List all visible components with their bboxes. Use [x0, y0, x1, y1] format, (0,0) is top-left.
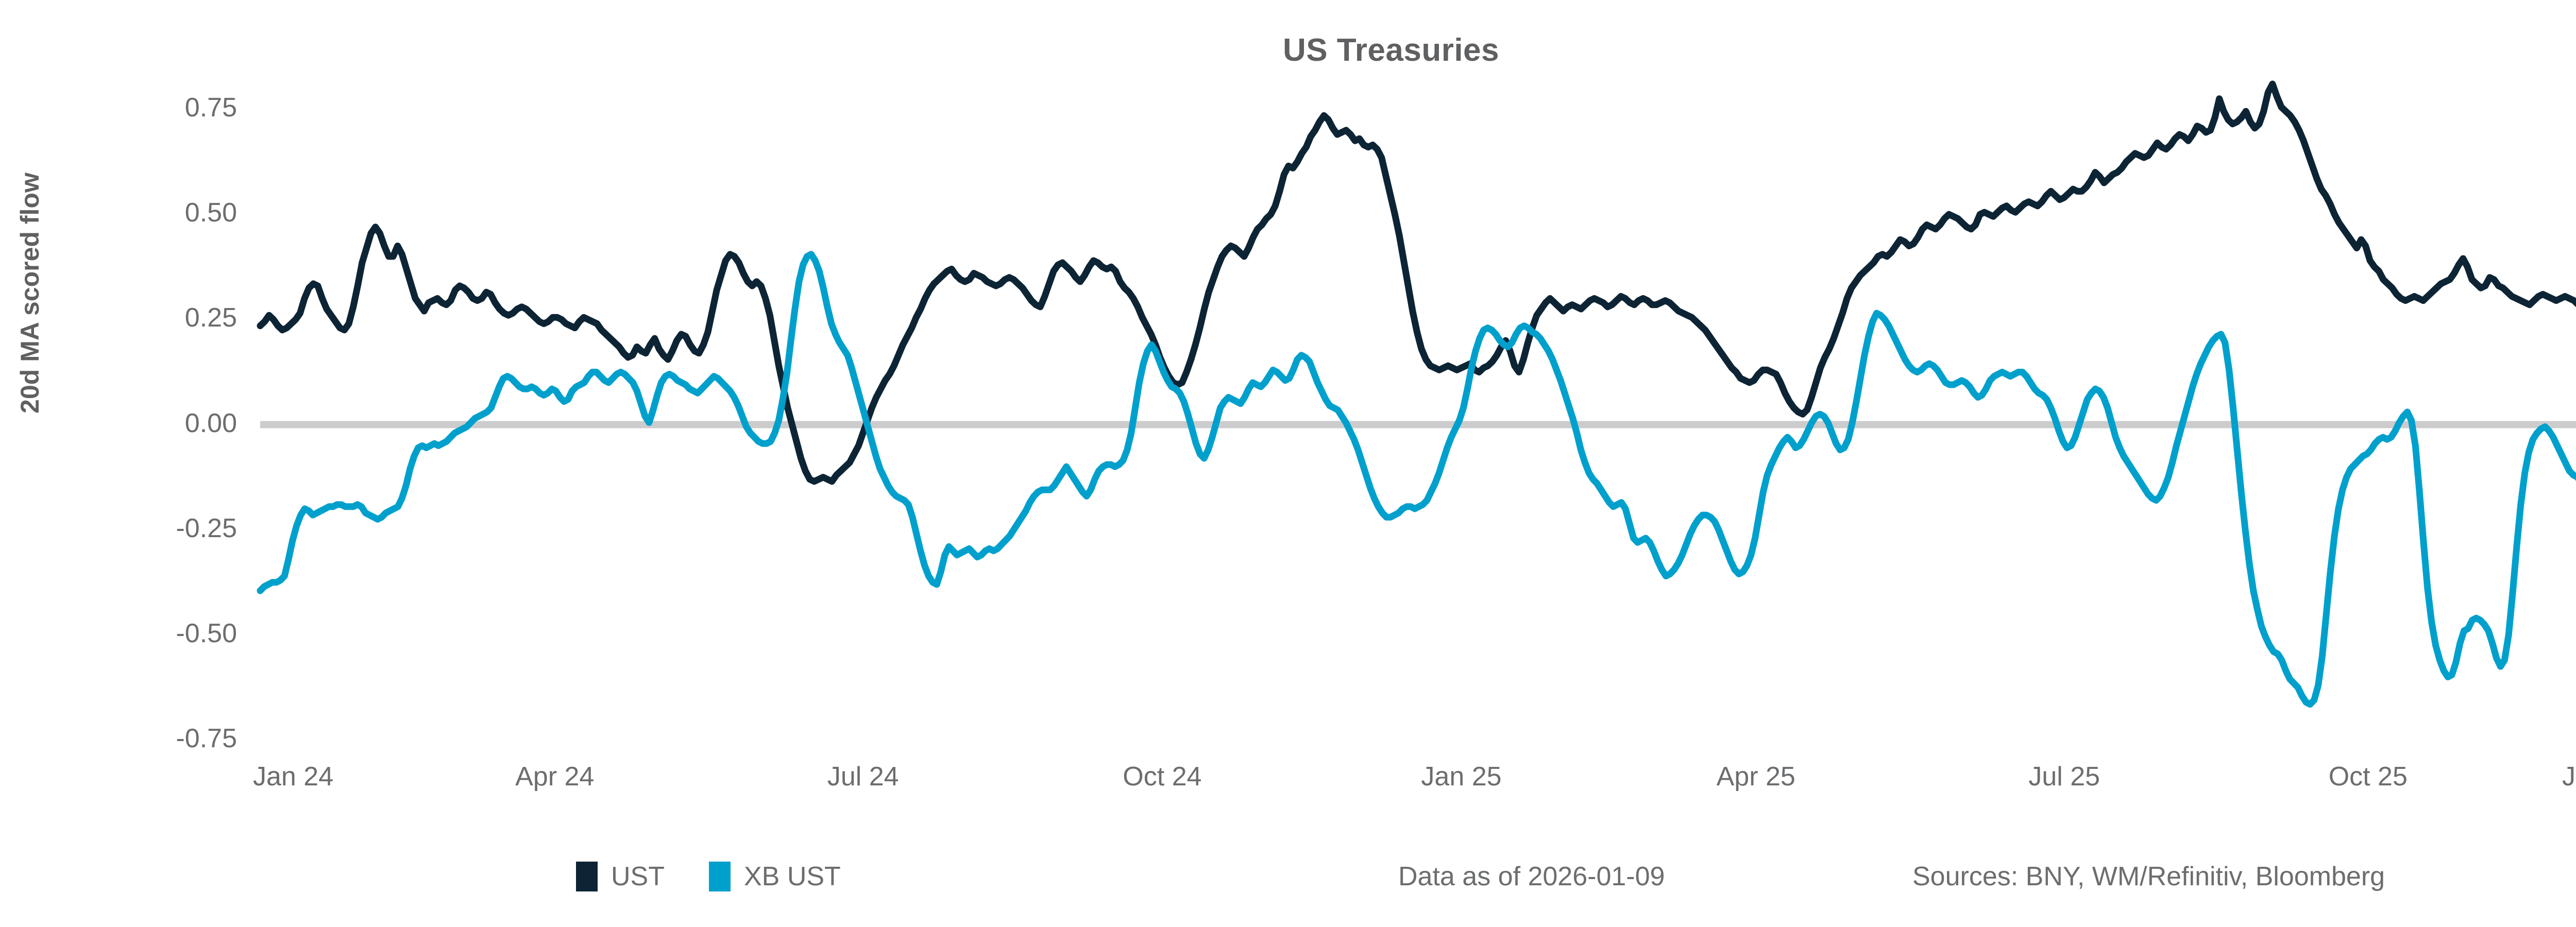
- x-tick-label: Oct 24: [1123, 762, 1202, 792]
- y-tick-label: -0.25: [176, 513, 237, 543]
- legend-swatch-icon: [709, 862, 731, 891]
- data-series-group: [257, 80, 2576, 708]
- legend-label: XB UST: [744, 862, 841, 891]
- x-tick-label: Jan 25: [1421, 762, 1502, 792]
- y-tick-label: 0.50: [184, 198, 237, 228]
- y-tick-label: 0.25: [184, 303, 237, 333]
- sources-label: Sources: BNY, WM/Refinitiv, Bloomberg: [1912, 862, 2385, 891]
- y-tick-label: -0.50: [176, 618, 237, 648]
- legend-item[interactable]: XB UST: [709, 861, 841, 892]
- series-line: [257, 80, 2576, 485]
- data-as-of-label: Data as of 2026-01-09: [1398, 862, 1665, 891]
- legend-swatch-icon: [576, 862, 598, 891]
- x-tick-label: Jan 26: [2562, 762, 2576, 792]
- x-tick-label: Apr 25: [1716, 762, 1795, 792]
- x-tick-label: Jan 24: [253, 762, 334, 792]
- y-tick-label: -0.75: [176, 724, 237, 753]
- series-line: [257, 251, 2576, 708]
- y-axis-ticks: 0.75 0.50 0.25 0.00 -0.25 -0.50 -0.75: [52, 0, 237, 927]
- x-tick-label: Jul 25: [2028, 762, 2100, 792]
- x-tick-label: Jul 24: [827, 762, 899, 792]
- x-tick-label: Oct 25: [2328, 762, 2408, 792]
- y-tick-label: 0.75: [184, 93, 237, 123]
- legend-item[interactable]: UST: [576, 861, 665, 892]
- chart-legend: UST XB UST: [576, 861, 841, 892]
- page-title: US Treasuries: [1282, 32, 1500, 68]
- legend-label: UST: [611, 862, 665, 891]
- y-tick-label: 0.00: [184, 408, 237, 438]
- x-tick-label: Apr 24: [515, 762, 595, 792]
